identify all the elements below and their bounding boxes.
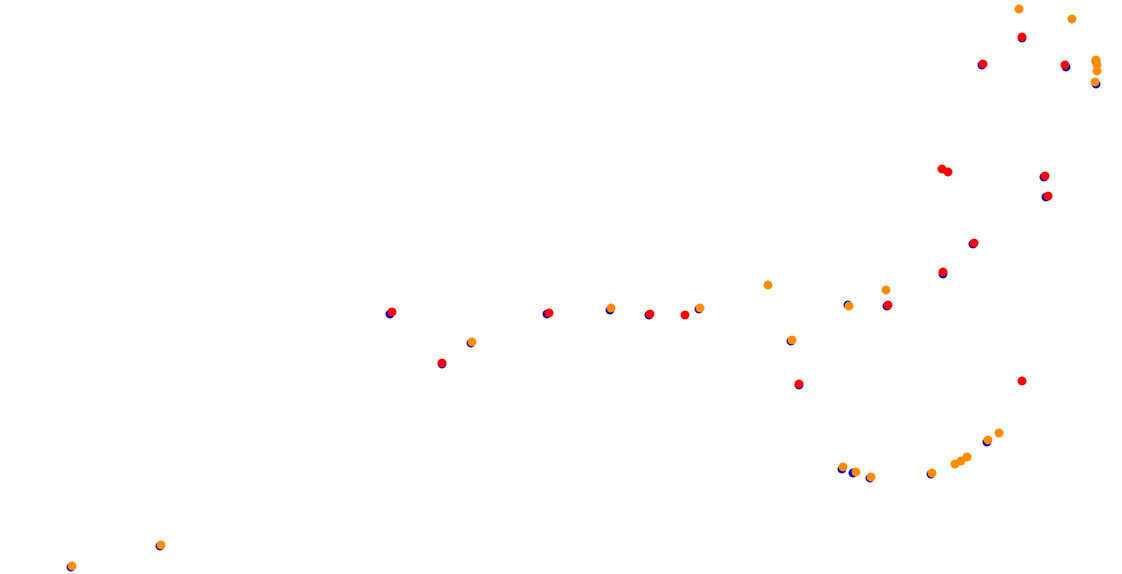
point-s2-16 — [983, 435, 993, 445]
point-s1-3 — [645, 309, 655, 319]
point-s1-14 — [1040, 171, 1050, 181]
point-s2-9 — [851, 467, 861, 477]
point-s2-22 — [1092, 66, 1102, 76]
point-s2-23 — [1090, 77, 1100, 87]
point-s2-1 — [156, 540, 166, 550]
series-2 — [67, 4, 1102, 571]
point-s1-12 — [978, 59, 988, 69]
point-s1-8 — [943, 167, 953, 177]
point-s1-11 — [1017, 376, 1027, 386]
point-s1-2 — [544, 308, 554, 318]
point-s2-2 — [467, 337, 477, 347]
point-s2-0 — [67, 561, 77, 571]
point-s2-17 — [994, 428, 1004, 438]
point-s2-6 — [787, 335, 797, 345]
point-s2-19 — [1067, 14, 1077, 24]
point-s1-10 — [969, 238, 979, 248]
point-s2-11 — [881, 285, 891, 295]
point-s1-1 — [437, 358, 447, 368]
series-1 — [387, 32, 1070, 389]
point-s2-8 — [844, 301, 854, 311]
point-s1-9 — [938, 267, 948, 277]
point-s1-6 — [883, 300, 893, 310]
point-s2-15 — [962, 452, 972, 462]
point-s1-16 — [1060, 60, 1070, 70]
point-s2-3 — [606, 303, 616, 313]
point-s1-15 — [1043, 191, 1053, 201]
point-s2-4 — [695, 303, 705, 313]
point-s1-13 — [1017, 32, 1027, 42]
point-s2-10 — [866, 472, 876, 482]
series-0 — [66, 33, 1101, 572]
point-s2-7 — [838, 462, 848, 472]
point-s2-12 — [927, 468, 937, 478]
point-s2-5 — [763, 280, 773, 290]
point-s1-0 — [387, 307, 397, 317]
point-s1-4 — [680, 310, 690, 320]
point-s1-5 — [794, 379, 804, 389]
point-s2-18 — [1014, 4, 1024, 14]
